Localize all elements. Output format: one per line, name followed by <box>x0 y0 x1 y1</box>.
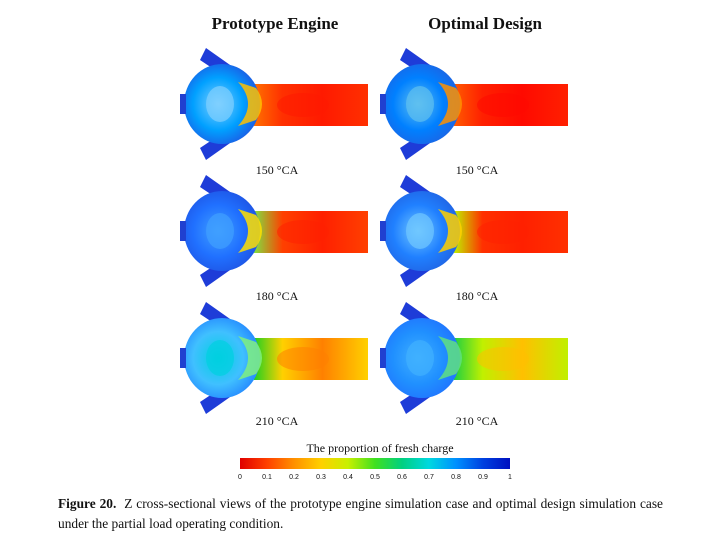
caption-text: Z cross-sectional views of the prototype… <box>58 496 663 531</box>
colorbar-tick: 0.6 <box>397 474 407 481</box>
colorbar-tick: 1 <box>508 474 512 481</box>
angle-label-optimal-210: 210 °CA <box>455 414 499 428</box>
panel-prototype-150 <box>178 48 378 160</box>
angle-label-prototype-150: 150 °CA <box>255 163 299 177</box>
panel-optimal-150 <box>378 48 578 160</box>
colorbar <box>240 458 510 469</box>
optimal-design-column-title: Optimal Design <box>428 14 542 33</box>
panel-prototype-180 <box>178 175 378 287</box>
panel-prototype-210 <box>178 302 378 414</box>
colorbar-tick: 0.3 <box>316 474 326 481</box>
colorbar-tick: 0.8 <box>451 474 461 481</box>
colorbar-tick: 0.9 <box>478 474 488 481</box>
figure-caption: Figure 20. Z cross-sectional views of th… <box>58 494 663 534</box>
angle-label-prototype-180: 180 °CA <box>255 289 299 303</box>
legend-title: The proportion of fresh charge <box>306 441 454 455</box>
colorbar-tick: 0.4 <box>343 474 353 481</box>
colorbar-tick: 0.2 <box>289 474 299 481</box>
colorbar-tick: 0.5 <box>370 474 380 481</box>
angle-label-prototype-210: 210 °CA <box>255 414 299 428</box>
colorbar-tick: 0 <box>238 474 242 481</box>
colorbar-tick: 0.1 <box>262 474 272 481</box>
panel-optimal-180 <box>378 175 578 287</box>
caption-label: Figure 20. <box>58 496 117 511</box>
prototype-engine-column-title: Prototype Engine <box>211 14 339 33</box>
angle-label-optimal-150: 150 °CA <box>455 163 499 177</box>
panel-optimal-210 <box>378 302 578 414</box>
angle-label-optimal-180: 180 °CA <box>455 289 499 303</box>
colorbar-tick: 0.7 <box>424 474 434 481</box>
